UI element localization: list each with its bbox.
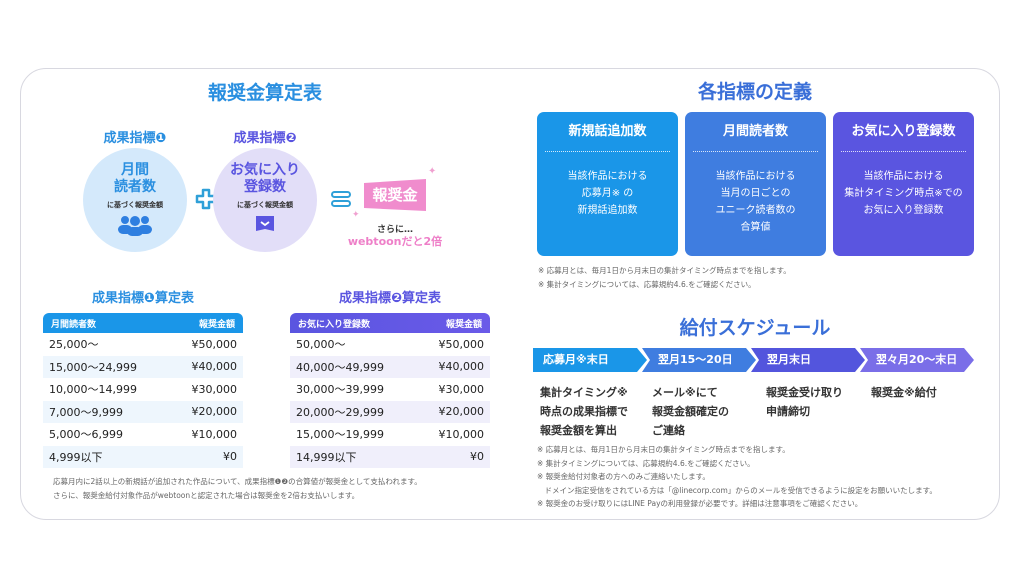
def-body: 当該作品における 応募月※ の 新規話追加数 bbox=[567, 171, 648, 216]
note: ※ 集計タイミングについては、応募規約4.6.をご確認ください。 bbox=[538, 280, 756, 289]
reward-amount: ¥40,000 bbox=[191, 360, 238, 374]
range: 7,000〜9,999 bbox=[49, 405, 123, 419]
metric1-name: 月間 読者数 bbox=[114, 162, 156, 195]
table-row: 25,000〜 ¥50,000 bbox=[43, 333, 243, 356]
table1: 月間読者数 報奨金額 25,000〜 ¥50,000 15,000〜24,999 ¥40… bbox=[43, 313, 243, 468]
range: 14,999以下 bbox=[296, 450, 357, 464]
reward-amount: ¥50,000 bbox=[191, 337, 238, 351]
table-row: 30,000〜39,999 ¥30,000 bbox=[290, 378, 490, 401]
schedule-title: 給付スケジュール bbox=[679, 317, 831, 339]
table-row: 15,000〜24,999 ¥40,000 bbox=[43, 355, 243, 378]
reward-amount: ¥0 bbox=[223, 450, 237, 464]
metric2-label: 成果指標❷ bbox=[233, 131, 297, 146]
step-2-detail: メール※にて 報奨金額確定の ご連絡 bbox=[652, 386, 729, 437]
def-new-episodes: 新規話追加数当該作品における 応募月※ の 新規話追加数 bbox=[537, 112, 678, 256]
table2-title: 成果指標❷算定表 bbox=[338, 291, 441, 306]
table1-title: 成果指標❶算定表 bbox=[91, 291, 194, 306]
range: 20,000〜29,999 bbox=[296, 405, 384, 419]
range: 30,000〜39,999 bbox=[296, 383, 384, 397]
book-icon bbox=[213, 215, 317, 237]
range: 5,000〜6,999 bbox=[49, 428, 123, 442]
note: ※ 報奨金のお受け取りにはLINE Payの利用登録が必要です。詳細は注意事項を… bbox=[537, 499, 863, 508]
metric1-caption: に基づく報奨金額 bbox=[107, 201, 163, 209]
metric2-caption: に基づく報奨金額 bbox=[237, 201, 293, 209]
range: 4,999以下 bbox=[49, 450, 103, 464]
col-header: 月間読者数 bbox=[51, 319, 97, 330]
note: ※ 報奨金給付対象者の方へのみご連絡いたします。 bbox=[537, 472, 710, 481]
reward-flag: 報奨金 bbox=[364, 179, 426, 211]
def-body: 当該作品における 集計タイミング時点※での お気に入り登録数 bbox=[844, 171, 963, 216]
table-row: 20,000〜29,999 ¥20,000 bbox=[290, 400, 490, 423]
step-4-detail: 報奨金※給付 bbox=[871, 386, 937, 399]
range: 10,000〜14,999 bbox=[49, 383, 137, 397]
step-4: 翌々月20〜末日 bbox=[860, 348, 974, 372]
reward-amount: ¥20,000 bbox=[438, 405, 485, 419]
def-monthly-readers: 月間読者数当該作品における 当月の日ごとの ユニーク読者数の 合算値 bbox=[685, 112, 826, 256]
table1-header: 月間読者数 報奨金額 bbox=[43, 313, 243, 333]
reward-table-title: 報奨金算定表 bbox=[207, 82, 322, 104]
note: ドメイン指定受信をされている方は「@linecorp.com」からのメールを受信… bbox=[537, 485, 937, 495]
step-3: 翌月末日 bbox=[751, 348, 865, 372]
table-row: 4,999以下 ¥0 bbox=[43, 445, 243, 468]
range: 25,000〜 bbox=[49, 338, 99, 352]
table-row: 40,000〜49,999 ¥40,000 bbox=[290, 355, 490, 378]
reward-amount: ¥30,000 bbox=[438, 382, 485, 396]
def-body: 当該作品における 当月の日ごとの ユニーク読者数の 合算値 bbox=[715, 171, 796, 233]
reward-amount: ¥40,000 bbox=[438, 360, 485, 374]
range: 40,000〜49,999 bbox=[296, 360, 384, 374]
reward-amount: ¥10,000 bbox=[438, 427, 485, 441]
table-row: 15,000〜19,999 ¥10,000 bbox=[290, 423, 490, 446]
table2-header: お気に入り登録数 報奨金額 bbox=[290, 313, 490, 333]
col-header: お気に入り登録数 bbox=[298, 319, 371, 330]
reward-amount: ¥10,000 bbox=[191, 427, 238, 441]
step-1-detail: 集計タイミング※ 時点の成果指標で 報奨金額を算出 bbox=[540, 386, 628, 437]
definitions-title: 各指標の定義 bbox=[697, 81, 812, 103]
step-3-detail: 報奨金受け取り 申請締切 bbox=[766, 386, 843, 418]
note: ※ 集計タイミングについては、応募規約4.6.をご確認ください。 bbox=[537, 458, 755, 468]
def-heading: 新規話追加数 bbox=[545, 112, 670, 152]
def-heading: 月間読者数 bbox=[693, 112, 818, 152]
reward-amount: ¥20,000 bbox=[191, 405, 238, 419]
table-row: 10,000〜14,999 ¥30,000 bbox=[43, 378, 243, 401]
schedule-notes: ※ 応募月とは、毎月1日から月末日の集計タイミング時点までを指します。 ※ 集計… bbox=[537, 443, 937, 511]
step-1: 応募月※末日 bbox=[533, 348, 647, 372]
note: 応募月内に2話以上の新規話が追加された作品について、成果指標❶❷の合算値が報奨金… bbox=[53, 477, 422, 486]
equals-icon bbox=[330, 190, 352, 208]
step-2: 翌月15〜20日 bbox=[642, 348, 756, 372]
note: さらに、報奨金給付対象作品がwebtoonと認定された場合は報奨金を2倍お支払い… bbox=[53, 491, 360, 500]
table-row: 5,000〜6,999 ¥10,000 bbox=[43, 423, 243, 446]
metric1-circle: 月間 読者数 に基づく報奨金額 bbox=[83, 148, 187, 252]
table-row: 50,000〜 ¥50,000 bbox=[290, 333, 490, 356]
bonus-intro: さらに… bbox=[376, 225, 413, 235]
def-favorites: お気に入り登録数当該作品における 集計タイミング時点※での お気に入り登録数 bbox=[833, 112, 974, 256]
sparkle-icon: ✦ bbox=[352, 210, 360, 220]
table2: お気に入り登録数 報奨金額 50,000〜 ¥50,000 40,000〜49,999… bbox=[290, 313, 490, 468]
range: 15,000〜19,999 bbox=[296, 428, 384, 442]
sparkle-icon: ✦ bbox=[428, 166, 437, 177]
col-header: 報奨金額 bbox=[445, 319, 482, 330]
left-notes: 応募月内に2話以上の新規話が追加された作品について、成果指標❶❷の合算値が報奨金… bbox=[53, 475, 422, 503]
plus-icon bbox=[195, 188, 217, 210]
metric2-name: お気に入り 登録数 bbox=[230, 162, 300, 195]
range: 50,000〜 bbox=[296, 338, 346, 352]
bonus-text: webtoonだと2倍 bbox=[347, 235, 443, 248]
range: 15,000〜24,999 bbox=[49, 360, 137, 374]
table-row: 14,999以下 ¥0 bbox=[290, 445, 490, 468]
reward-amount: ¥30,000 bbox=[191, 382, 238, 396]
note: ※ 応募月とは、毎月1日から月末日の集計タイミング時点までを指します。 bbox=[537, 445, 790, 454]
reward-amount: ¥50,000 bbox=[438, 337, 485, 351]
col-header: 報奨金額 bbox=[198, 319, 235, 330]
people-icon bbox=[83, 214, 187, 240]
note: ※ 応募月とは、毎月1日から月末日の集計タイミング時点までを指します。 bbox=[538, 266, 791, 275]
def-heading: お気に入り登録数 bbox=[841, 112, 966, 152]
reward-amount: ¥0 bbox=[470, 450, 484, 464]
def-notes: ※ 応募月とは、毎月1日から月末日の集計タイミング時点までを指します。 ※ 集計… bbox=[538, 264, 791, 292]
metric2-circle: お気に入り 登録数 に基づく報奨金額 bbox=[213, 148, 317, 252]
table-row: 7,000〜9,999 ¥20,000 bbox=[43, 400, 243, 423]
metric1-label: 成果指標❶ bbox=[103, 131, 167, 146]
